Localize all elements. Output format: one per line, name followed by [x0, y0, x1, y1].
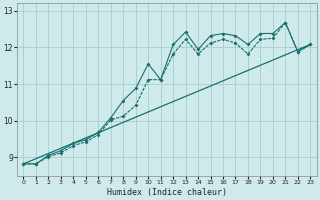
- X-axis label: Humidex (Indice chaleur): Humidex (Indice chaleur): [107, 188, 227, 197]
